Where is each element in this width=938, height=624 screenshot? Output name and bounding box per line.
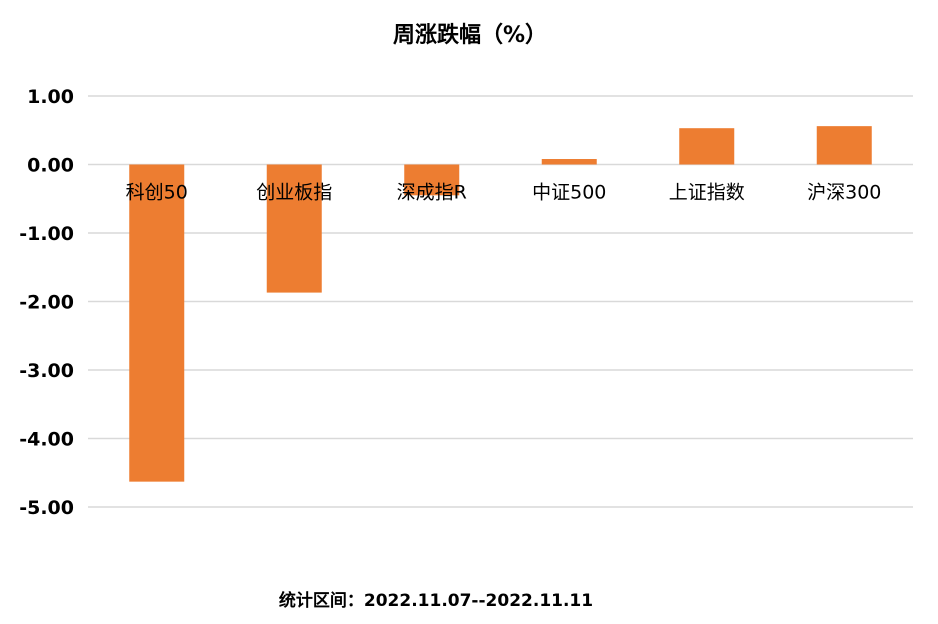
x-category-label: 上证指数 [669, 182, 745, 204]
y-tick-label: -2.00 [19, 292, 74, 314]
bar [129, 164, 185, 482]
x-category-label: 中证500 [532, 182, 606, 204]
bar [816, 126, 872, 165]
y-tick-label: -5.00 [19, 497, 74, 519]
x-category-label: 创业板指 [256, 182, 332, 204]
x-axis-labels: 科创50 创业板指 深成指R 中证500 上证指数 沪深300 [126, 182, 882, 204]
x-category-label: 深成指R [397, 182, 467, 204]
y-tick-label: -1.00 [19, 223, 74, 245]
x-category-label: 沪深300 [807, 182, 881, 204]
y-tick-label: 1.00 [27, 86, 74, 108]
bar [679, 128, 735, 165]
y-tick-label: -3.00 [19, 360, 74, 382]
y-axis-ticks: 1.00 0.00 -1.00 -2.00 -3.00 -4.00 -5.00 [19, 86, 74, 519]
date-range-footnote: 统计区间：2022.11.07--2022.11.11 [279, 590, 593, 611]
gridlines [88, 95, 913, 508]
x-category-label: 科创50 [126, 182, 188, 204]
y-tick-label: -4.00 [19, 429, 74, 451]
bars [129, 126, 872, 482]
bar [404, 164, 460, 196]
y-tick-label: 0.00 [27, 155, 74, 177]
chart-title: 周涨跌幅（%） [393, 23, 547, 48]
bar [266, 164, 322, 293]
bar [541, 159, 597, 165]
